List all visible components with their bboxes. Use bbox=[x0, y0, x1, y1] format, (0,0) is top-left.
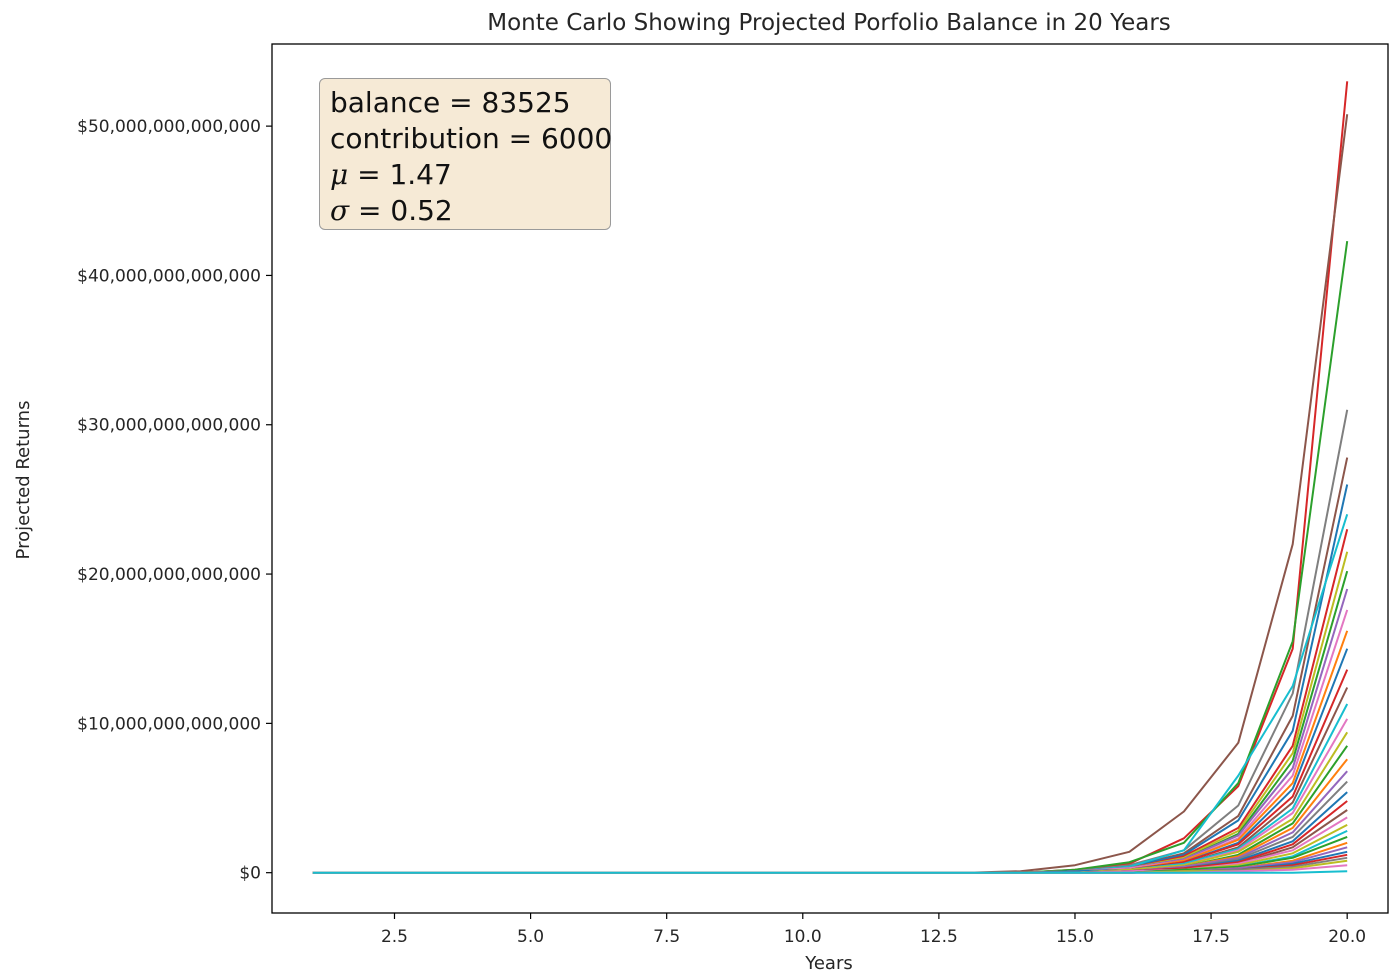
series-line-4 bbox=[312, 409, 1349, 874]
mu-symbol: μ bbox=[330, 158, 349, 191]
y-tick-label: $50,000,000,000,000 bbox=[77, 117, 261, 137]
x-tick-label: 7.5 bbox=[653, 927, 680, 947]
series-lines bbox=[312, 81, 1349, 874]
y-tick-label: $30,000,000,000,000 bbox=[77, 416, 261, 436]
balance-text: balance = 83525 bbox=[330, 86, 571, 119]
series-line-8 bbox=[312, 529, 1349, 874]
x-tick-label: 5.0 bbox=[517, 927, 544, 947]
x-tick-label: 2.5 bbox=[381, 927, 408, 947]
sigma-value: = 0.52 bbox=[349, 194, 453, 227]
series-line-13 bbox=[312, 630, 1349, 874]
x-tick-label: 20.0 bbox=[1328, 927, 1366, 947]
series-line-3 bbox=[312, 240, 1349, 874]
plot-frame bbox=[271, 43, 1389, 914]
x-axis-label: Years bbox=[804, 953, 853, 972]
parameters-box: balance = 83525 contribution = 6000 μ = … bbox=[319, 78, 613, 230]
series-line-7 bbox=[312, 513, 1349, 874]
x-tick-label: 12.5 bbox=[920, 927, 958, 947]
mu-value: = 1.47 bbox=[348, 158, 452, 191]
series-line-16 bbox=[312, 687, 1349, 874]
y-tick-label: $0 bbox=[239, 864, 261, 884]
y-tick-label: $40,000,000,000,000 bbox=[77, 266, 261, 286]
sigma-text: σ = 0.52 bbox=[330, 193, 610, 229]
mu-text: μ = 1.47 bbox=[330, 157, 610, 193]
y-axis-label: Projected Returns bbox=[13, 401, 34, 560]
series-line-5 bbox=[312, 457, 1349, 874]
x-tick-label: 15.0 bbox=[1056, 927, 1094, 947]
y-tick-label: $20,000,000,000,000 bbox=[77, 565, 261, 585]
axis-ticks: 2.5 5.0 7.5 10.0 12.5 15.0 17.5 20.0 $0 $10,000,0… bbox=[77, 117, 1366, 947]
x-tick-label: 10.0 bbox=[784, 927, 822, 947]
y-tick-label: $10,000,000,000,000 bbox=[77, 714, 261, 734]
series-line-15 bbox=[312, 669, 1349, 874]
series-line-9 bbox=[312, 551, 1349, 874]
x-tick-label: 17.5 bbox=[1192, 927, 1230, 947]
series-line-38 bbox=[312, 870, 1348, 874]
contribution-text: contribution = 6000 bbox=[330, 122, 613, 155]
chart-title: Monte Carlo Showing Projected Porfolio B… bbox=[487, 10, 1171, 36]
series-line-6 bbox=[312, 484, 1349, 874]
series-line-10 bbox=[312, 570, 1349, 874]
sigma-symbol: σ bbox=[330, 194, 350, 227]
